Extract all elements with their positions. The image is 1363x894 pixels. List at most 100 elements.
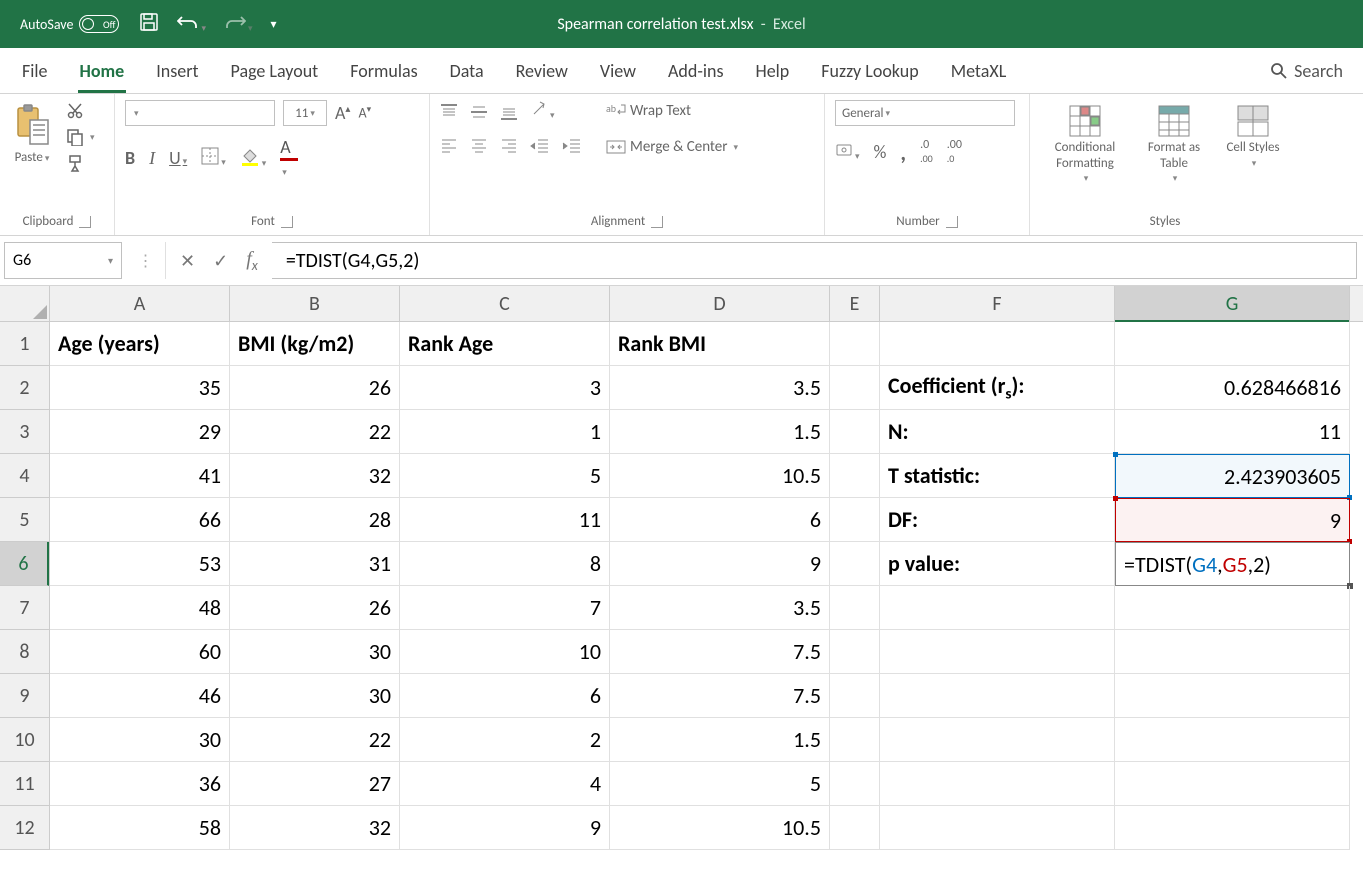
cell-A[interactable]: 48	[50, 586, 230, 630]
name-box[interactable]: G6 ▾	[4, 242, 122, 279]
stats-value-row3[interactable]: 11	[1115, 410, 1350, 454]
percent-button[interactable]: %	[874, 141, 887, 163]
tab-review[interactable]: Review	[514, 50, 570, 92]
tab-fuzzy-lookup[interactable]: Fuzzy Lookup	[819, 50, 920, 92]
tab-help[interactable]: Help	[753, 50, 791, 92]
number-format-combo[interactable]: General	[835, 100, 1015, 126]
accounting-format-button[interactable]	[835, 141, 860, 164]
align-middle-icon[interactable]	[470, 103, 488, 121]
qat-customize-icon[interactable]: ▾	[271, 17, 277, 32]
underline-button[interactable]: U	[169, 147, 187, 169]
enter-formula-icon[interactable]: ✓	[213, 250, 228, 272]
cell-B[interactable]: 28	[230, 498, 400, 542]
cell-C[interactable]: 7	[400, 586, 610, 630]
column-header-C[interactable]: C	[400, 286, 610, 321]
cell-F[interactable]	[880, 630, 1115, 674]
stats-label-row2[interactable]: Coefficient (rs):	[880, 366, 1115, 410]
cell-E[interactable]	[830, 498, 880, 542]
stats-label-row6[interactable]: p value:	[880, 542, 1115, 586]
tell-me-search[interactable]: Search	[1270, 60, 1343, 82]
align-left-icon[interactable]	[440, 137, 458, 155]
cancel-formula-icon[interactable]: ✕	[180, 250, 195, 272]
cell-A[interactable]: 58	[50, 806, 230, 850]
cell-F[interactable]	[880, 674, 1115, 718]
align-center-icon[interactable]	[470, 137, 488, 155]
cell-E[interactable]	[830, 410, 880, 454]
number-launcher[interactable]	[946, 216, 958, 228]
cell-E[interactable]	[830, 542, 880, 586]
row-header-5[interactable]: 5	[0, 498, 49, 542]
cell-A[interactable]: 36	[50, 762, 230, 806]
clipboard-launcher[interactable]	[79, 216, 91, 228]
cell-B[interactable]: 30	[230, 674, 400, 718]
decrease-indent-icon[interactable]	[530, 137, 550, 155]
cell-C[interactable]: 3	[400, 366, 610, 410]
stats-label-row4[interactable]: T statistic:	[880, 454, 1115, 498]
cell-B[interactable]: 26	[230, 366, 400, 410]
column-header-F[interactable]: F	[880, 286, 1115, 321]
tab-page-layout[interactable]: Page Layout	[229, 50, 321, 92]
decrease-font-icon[interactable]: A▾	[358, 104, 371, 122]
orientation-button[interactable]	[530, 100, 555, 123]
save-icon[interactable]	[139, 12, 159, 37]
cell-E[interactable]	[830, 630, 880, 674]
cell-F1[interactable]	[880, 322, 1115, 366]
wrap-text-button[interactable]: ab Wrap Text	[602, 100, 742, 122]
tab-home[interactable]: Home	[78, 50, 127, 92]
column-header-D[interactable]: D	[610, 286, 830, 321]
cell-D[interactable]: 10.5	[610, 454, 830, 498]
cell-E1[interactable]	[830, 322, 880, 366]
column-header-G[interactable]: G	[1115, 286, 1350, 321]
cell-A[interactable]: 66	[50, 498, 230, 542]
cell-B[interactable]: 31	[230, 542, 400, 586]
fx-icon[interactable]: fx	[246, 248, 258, 274]
spreadsheet-grid[interactable]: ABCDEFG 123456789101112 Age (years)BMI (…	[0, 286, 1363, 894]
stats-label-row5[interactable]: DF:	[880, 498, 1115, 542]
row-header-7[interactable]: 7	[0, 586, 49, 630]
borders-button[interactable]	[201, 147, 226, 170]
increase-decimal-button[interactable]: .0.00	[920, 138, 933, 166]
cell-B[interactable]: 32	[230, 454, 400, 498]
cell-G[interactable]	[1115, 586, 1350, 630]
row-header-6[interactable]: 6	[0, 542, 49, 586]
copy-button[interactable]	[62, 126, 99, 148]
format-as-table-button[interactable]: Format as Table	[1134, 100, 1214, 188]
fill-color-button[interactable]	[240, 146, 267, 171]
cell-B[interactable]: 32	[230, 806, 400, 850]
cell-D[interactable]: 7.5	[610, 674, 830, 718]
cell-B[interactable]: 22	[230, 410, 400, 454]
cell-C[interactable]: 11	[400, 498, 610, 542]
cell-D[interactable]: 5	[610, 762, 830, 806]
cell-G[interactable]	[1115, 762, 1350, 806]
cell-G5-ref[interactable]: 9	[1115, 498, 1350, 542]
cell-F[interactable]	[880, 806, 1115, 850]
cell-F[interactable]	[880, 586, 1115, 630]
font-launcher[interactable]	[281, 216, 293, 228]
cell-D[interactable]: 9	[610, 542, 830, 586]
cell-C[interactable]: 9	[400, 806, 610, 850]
name-box-expand[interactable]: ⋮	[126, 242, 166, 279]
cell-G[interactable]	[1115, 718, 1350, 762]
cell-B[interactable]: 26	[230, 586, 400, 630]
cell-G1[interactable]	[1115, 322, 1350, 366]
header-rank-age[interactable]: Rank Age	[400, 322, 610, 366]
tab-insert[interactable]: Insert	[154, 50, 200, 92]
row-header-1[interactable]: 1	[0, 322, 49, 366]
cell-G4-ref[interactable]: 2.423903605	[1115, 454, 1350, 498]
cell-B[interactable]: 22	[230, 718, 400, 762]
header-rank-bmi[interactable]: Rank BMI	[610, 322, 830, 366]
cell-D[interactable]: 7.5	[610, 630, 830, 674]
cell-E[interactable]	[830, 718, 880, 762]
row-header-3[interactable]: 3	[0, 410, 49, 454]
header-age[interactable]: Age (years)	[50, 322, 230, 366]
cell-B[interactable]: 30	[230, 630, 400, 674]
cell-C[interactable]: 4	[400, 762, 610, 806]
formula-input[interactable]: =TDIST(G4,G5,2)	[272, 242, 1357, 279]
tab-formulas[interactable]: Formulas	[348, 50, 419, 92]
row-header-10[interactable]: 10	[0, 718, 49, 762]
cell-D[interactable]: 10.5	[610, 806, 830, 850]
cell-A[interactable]: 53	[50, 542, 230, 586]
cell-C[interactable]: 5	[400, 454, 610, 498]
cell-F[interactable]	[880, 762, 1115, 806]
cell-G[interactable]	[1115, 806, 1350, 850]
